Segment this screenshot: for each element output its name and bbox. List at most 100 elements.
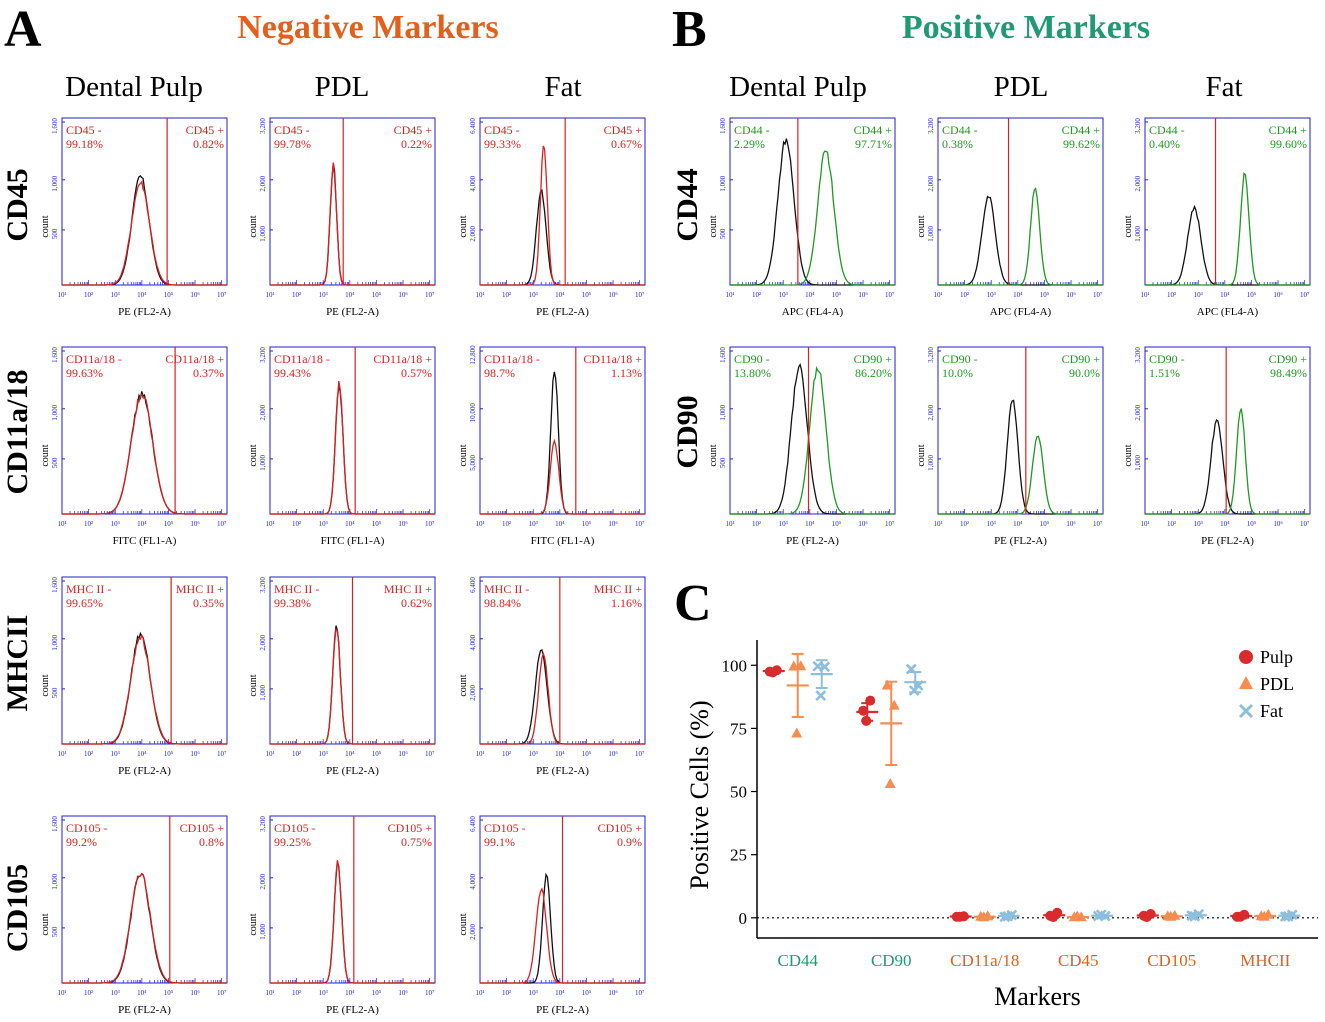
gate-right-label: CD11a/18 + <box>583 352 642 366</box>
gate-left-label: MHC II - <box>66 582 111 596</box>
histogram-xtick-label: 10⁵ <box>1247 291 1257 299</box>
histogram-xtick-label: 10² <box>292 520 301 528</box>
histogram-xtick-label: 10³ <box>319 989 328 997</box>
gate-left-label: CD105 - <box>66 821 108 835</box>
histogram-frame <box>1144 346 1311 515</box>
histogram-xtick-label: 10³ <box>779 520 788 528</box>
histogram-xtick-label: 10⁵ <box>832 291 842 299</box>
histogram-ytick-label: 2,000 <box>469 685 477 701</box>
histogram-xlabel: PE (FL2-A) <box>1201 535 1254 547</box>
histogram-ytick-label: 12,800 <box>469 345 477 365</box>
histogram-xlabel: PE (FL2-A) <box>536 1004 589 1016</box>
gate-left-label: MHC II - <box>274 582 319 596</box>
legend-label: PDL <box>1260 674 1294 694</box>
gate-right-label: CD44 + <box>1269 123 1308 137</box>
histogram-count-label: count <box>40 913 51 935</box>
histogram-cd11a18-pdl: 1,000 2,000 3,200 count 10¹ 10² 10³ 10⁴ 10⁵ 10⁶ 10… <box>248 346 436 547</box>
histogram-xtick-label: 10² <box>752 520 761 528</box>
chart-ytick-label: 75 <box>730 719 747 738</box>
histogram-xtick-label: 10⁵ <box>582 750 592 758</box>
gate-left-percent: 99.1% <box>484 835 515 849</box>
histogram-xtick-label: 10⁴ <box>1220 520 1230 528</box>
histogram-xtick-label: 10⁴ <box>137 750 147 758</box>
gate-left-label: CD44 - <box>942 123 978 137</box>
histogram-ytick-label: 1,000 <box>259 924 267 940</box>
histogram-xlabel: PE (FL2-A) <box>786 535 839 547</box>
histogram-xtick-label: 10² <box>292 291 301 299</box>
histogram-ytick-label: 3,200 <box>259 118 267 134</box>
gate-left-label: CD11a/18 - <box>66 352 122 366</box>
histogram-cd45-fat: 2,000 4,000 6,400 count 10¹ 10² 10³ 10⁴ 10⁵ 10⁶ 10… <box>458 117 646 318</box>
histogram-count-label: count <box>248 444 259 466</box>
histogram-sample-curve <box>730 150 895 286</box>
histogram-xtick-label: 10² <box>292 989 301 997</box>
histogram-sample-curve <box>938 435 1103 515</box>
histogram-ytick-label: 2,000 <box>1134 175 1142 191</box>
gate-right-percent: 99.62% <box>1063 137 1100 151</box>
histogram-xlabel: PE (FL2-A) <box>994 535 1047 547</box>
histogram-sample-curve <box>730 365 895 515</box>
gate-right-label: MHC II + <box>384 582 432 596</box>
gate-right-percent: 0.8% <box>199 835 224 849</box>
histogram-xtick-label: 10⁶ <box>190 750 200 758</box>
gate-left-label: CD11a/18 - <box>274 352 330 366</box>
chart-point-pulp <box>954 911 965 922</box>
chart-point-pdl <box>881 679 893 690</box>
gate-left-percent: 13.80% <box>734 366 771 380</box>
histogram-xtick-label: 10³ <box>779 291 788 299</box>
panel-b-letter: B <box>672 1 707 58</box>
histogram-xtick-label: 10³ <box>111 291 120 299</box>
histogram-xtick-label: 10⁴ <box>555 750 565 758</box>
col-header-b-fat: Fat <box>1205 71 1242 103</box>
histogram-ytick-label: 2,000 <box>259 404 267 420</box>
gate-right-label: CD45 + <box>394 123 433 137</box>
row-label-mhcii: MHCII <box>1 615 34 712</box>
histogram-sample-curve <box>480 651 645 745</box>
chart-category-label: CD45 <box>1058 951 1099 970</box>
histogram-frame <box>937 346 1104 515</box>
histogram-xtick-label: 10⁶ <box>1066 291 1076 299</box>
positive-cells-chart: 0 25 50 75 100 Positive Cells (%) Markers CD44 C… <box>685 640 1318 1011</box>
gate-right-label: MHC II + <box>176 582 224 596</box>
chart-category-label: CD11a/18 <box>950 951 1019 970</box>
histogram-ytick-label: 500 <box>51 687 59 698</box>
gate-right-label: MHC II + <box>594 582 642 596</box>
histogram-count-label: count <box>458 444 469 466</box>
histogram-ytick-label: 10,000 <box>469 403 477 423</box>
gate-right-label: CD90 + <box>854 352 893 366</box>
histogram-ytick-label: 1,600 <box>51 577 59 593</box>
gate-right-percent: 0.57% <box>401 366 432 380</box>
histogram-count-label: count <box>708 444 719 466</box>
histogram-xtick-label: 10³ <box>1194 291 1203 299</box>
histogram-xtick-label: 10⁷ <box>217 989 227 997</box>
histogram-xtick-label: 10⁷ <box>217 291 227 299</box>
histogram-ytick-label: 1,000 <box>51 175 59 191</box>
histogram-xtick-label: 10⁵ <box>582 291 592 299</box>
histogram-frame <box>479 576 646 745</box>
chart-point-pdl <box>1258 910 1270 921</box>
histogram-mhcii-fat: 2,000 4,000 6,400 count 10¹ 10² 10³ 10⁴ 10⁵ 10⁶ 10… <box>458 576 646 777</box>
histogram-ytick-label: 1,000 <box>51 873 59 889</box>
histogram-xtick-label: 10¹ <box>1140 291 1149 299</box>
histogram-frame <box>269 815 436 984</box>
chart-ytick-label: 100 <box>722 656 748 675</box>
histogram-frame <box>61 576 228 745</box>
histogram-ytick-label: 1,000 <box>259 685 267 701</box>
gate-left-percent: 99.43% <box>274 366 311 380</box>
gate-left-label: CD45 - <box>66 123 102 137</box>
histogram-xtick-label: 10¹ <box>933 291 942 299</box>
histogram-sample-curve <box>270 162 435 286</box>
histogram-xtick-label: 10² <box>752 291 761 299</box>
chart-point-pulp <box>858 705 869 716</box>
histogram-frame <box>937 117 1104 286</box>
histogram-frame <box>729 117 896 286</box>
histogram-xlabel: APC (FL4-A) <box>990 306 1052 318</box>
histogram-ytick-label: 1,000 <box>51 634 59 650</box>
gate-left-percent: 99.38% <box>274 596 311 610</box>
histogram-cd105-pdl: 1,000 2,000 3,200 count 10¹ 10² 10³ 10⁴ 10⁵ 10⁶ 10… <box>248 815 436 1016</box>
histogram-xtick-label: 10² <box>84 750 93 758</box>
panel-a-letter: A <box>4 1 42 58</box>
histogram-xtick-label: 10² <box>502 750 511 758</box>
histogram-xtick-label: 10⁴ <box>805 291 815 299</box>
chart-point-pulp <box>767 667 778 678</box>
